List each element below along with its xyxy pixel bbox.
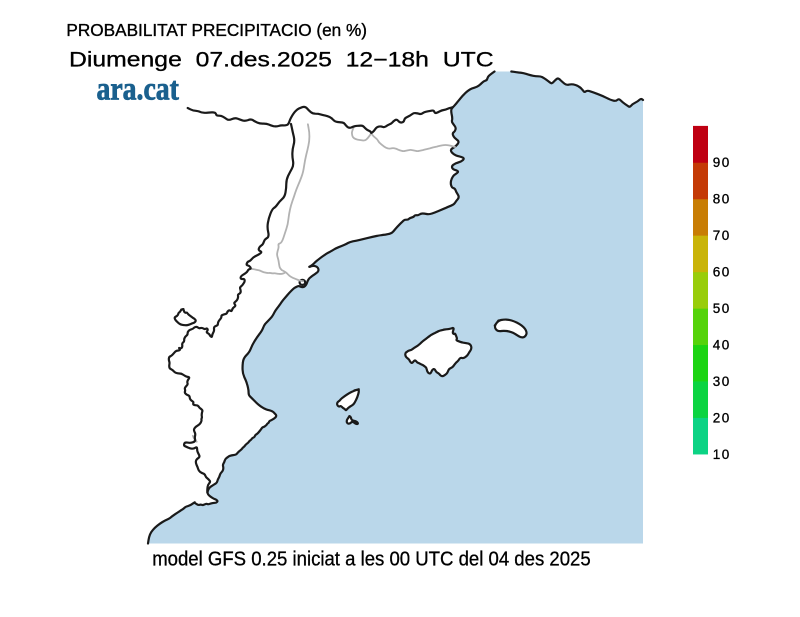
svg-text:80: 80 [713,192,731,207]
svg-text:20: 20 [713,410,731,425]
svg-text:40: 40 [713,337,731,352]
svg-text:70: 70 [713,228,731,243]
svg-text:50: 50 [713,301,731,316]
svg-text:60: 60 [713,265,731,280]
svg-text:model GFS 0.25 iniciat a les 0: model GFS 0.25 iniciat a les 00 UTC del … [152,549,591,571]
svg-text:Diumenge 07.des.2025 12−18h: Diumenge 07.des.2025 12−18h UTC [69,48,494,71]
svg-text:ara.cat: ara.cat [97,70,180,107]
svg-text:10: 10 [713,447,731,462]
svg-text:90: 90 [713,155,731,170]
svg-text:PROBABILITAT PRECIPITACIO (en: PROBABILITAT PRECIPITACIO (en %) [66,20,367,40]
svg-text:30: 30 [713,374,731,389]
